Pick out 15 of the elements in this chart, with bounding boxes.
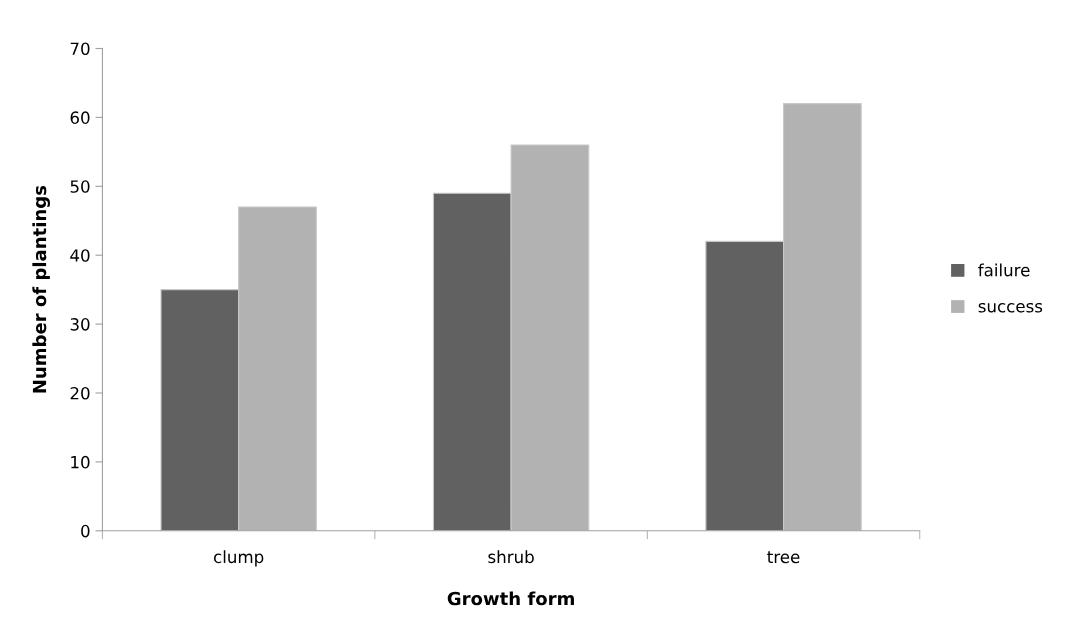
y-axis-title: Number of plantings [32,185,50,393]
x-tick-label: shrub [488,550,534,564]
y-tick-label: 50 [70,180,90,193]
y-tick-label: 70 [70,42,90,56]
legend-label: success [978,302,1043,313]
y-tick-label: 40 [70,249,90,262]
legend-label: failure [978,263,1030,277]
x-tick-label: clump [213,550,264,567]
x-tick-label: tree [767,551,800,564]
y-tick-label: 10 [71,455,90,469]
y-tick-label: 0 [81,524,90,538]
y-tick-label: 60 [70,111,90,124]
y-tick-label: 30 [70,318,90,331]
x-axis-title: Growth form [447,591,574,606]
y-tick-label: 20 [70,386,90,400]
